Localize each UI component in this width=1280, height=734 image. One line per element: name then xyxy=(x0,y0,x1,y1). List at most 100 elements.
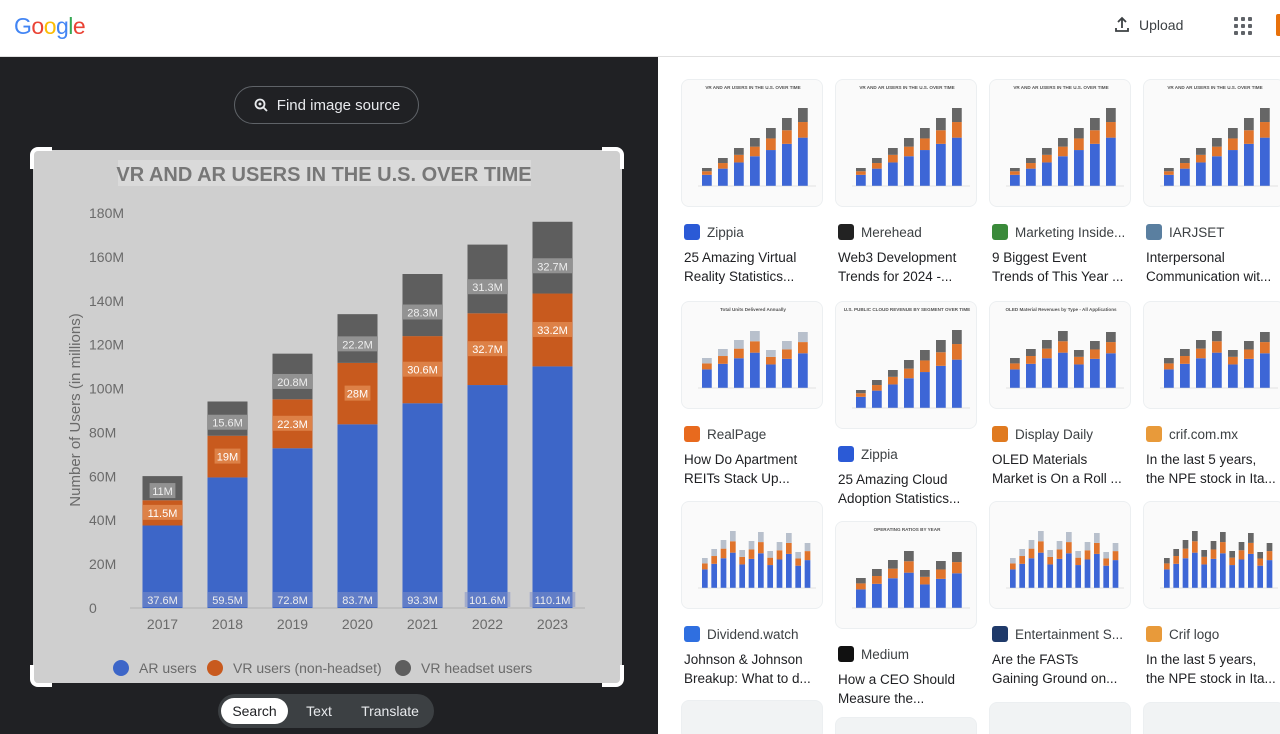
data-label-bg xyxy=(214,448,241,464)
result-source[interactable]: RealPage xyxy=(684,426,826,442)
thumbnail-chart: VR AND AR USERS IN THE U.S. OVER TIME xyxy=(990,80,1130,206)
thumbnail-chart: OLED Material Revenues by Type - All App… xyxy=(990,302,1130,408)
result-title[interactable]: 25 Amazing Cloud Adoption Statistics... xyxy=(838,472,961,506)
result-source[interactable]: Medium xyxy=(838,646,980,662)
result-thumbnail[interactable] xyxy=(681,501,823,609)
result-source-name: IARJSET xyxy=(1169,224,1225,240)
result-thumbnail[interactable] xyxy=(1143,301,1280,409)
result-thumbnail[interactable] xyxy=(989,501,1131,609)
result-source-name: Display Daily xyxy=(1015,426,1094,442)
result-card[interactable]: VR AND AR USERS IN THE U.S. OVER TIME IAR… xyxy=(1143,79,1280,302)
result-source[interactable]: Merehead xyxy=(838,224,980,240)
selected-image[interactable]: VR AND AR USERS IN THE U.S. OVER TIME 0 20… xyxy=(33,150,622,683)
google-logo[interactable]: Google xyxy=(14,13,86,40)
crop-handle-bottom-left[interactable] xyxy=(30,665,52,687)
thumbnail-chart: VR AND AR USERS IN THE U.S. OVER TIME xyxy=(1144,80,1280,206)
result-thumbnail[interactable]: Total Units Delivered Annually xyxy=(681,301,823,409)
text-mode-tab[interactable]: Text xyxy=(306,703,332,719)
find-image-source-label: Find image source xyxy=(276,96,401,114)
upload-icon xyxy=(1115,16,1129,32)
result-title[interactable]: Are the FASTs Gaining Ground on... xyxy=(992,652,1118,686)
data-label: 30.6M xyxy=(407,365,438,377)
result-thumbnail[interactable]: U.S. PUBLIC CLOUD REVENUE BY SEGMENT OVE… xyxy=(835,301,977,429)
result-source[interactable]: Entertainment S... xyxy=(992,626,1134,642)
result-card[interactable]: Crif logo In the last 5 years, the NPE st… xyxy=(1143,501,1280,704)
result-thumbnail[interactable]: VR AND AR USERS IN THE U.S. OVER TIME xyxy=(1143,79,1280,207)
y-tick-label: 120M xyxy=(89,337,124,353)
data-label-bg xyxy=(338,336,377,352)
result-card[interactable]: U.S. PUBLIC CLOUD REVENUE BY SEGMENT OVE… xyxy=(835,301,979,524)
legend-marker xyxy=(207,660,223,676)
result-thumbnail[interactable] xyxy=(989,702,1131,734)
result-thumbnail[interactable]: VR AND AR USERS IN THE U.S. OVER TIME xyxy=(989,79,1131,207)
result-source[interactable]: Zippia xyxy=(838,446,980,462)
x-tick-label: 2023 xyxy=(537,616,568,632)
result-title[interactable]: In the last 5 years, the NPE stock in It… xyxy=(1146,452,1276,486)
result-card[interactable]: Total Units Delivered Annually RealPage Ho… xyxy=(681,301,825,504)
result-source-name: crif.com.mx xyxy=(1169,426,1238,442)
result-title[interactable]: Johnson & Johnson Breakup: What to d... xyxy=(684,652,811,686)
zippia-favicon-icon xyxy=(838,446,854,462)
crop-handle-top-right[interactable] xyxy=(602,147,624,169)
x-tick-label: 2017 xyxy=(147,616,178,632)
x-tick-label: 2019 xyxy=(277,616,308,632)
data-label-bg xyxy=(273,415,312,431)
result-source[interactable]: IARJSET xyxy=(1146,224,1280,240)
data-label: 20.8M xyxy=(277,377,308,389)
result-title[interactable]: 9 Biggest Event Trends of This Year ... xyxy=(992,250,1124,284)
result-card[interactable]: VR AND AR USERS IN THE U.S. OVER TIME Mar… xyxy=(989,79,1133,302)
data-label: 72.8M xyxy=(277,595,308,607)
result-title[interactable]: How Do Apartment REITs Stack Up... xyxy=(684,452,798,486)
result-source[interactable]: Dividend.watch xyxy=(684,626,826,642)
result-thumbnail[interactable] xyxy=(835,717,977,734)
result-source[interactable]: crif.com.mx xyxy=(1146,426,1280,442)
find-image-source-button[interactable]: Find image source xyxy=(234,86,419,124)
y-tick-label: 40M xyxy=(89,512,116,528)
search-mode-tab[interactable]: Search xyxy=(221,698,288,724)
result-thumbnail[interactable]: OLED Material Revenues by Type - All App… xyxy=(989,301,1131,409)
data-label-bg xyxy=(403,304,442,320)
crop-handle-bottom-right[interactable] xyxy=(602,665,624,687)
result-title[interactable]: Web3 Development Trends for 2024 -... xyxy=(838,250,957,284)
result-source[interactable]: Display Daily xyxy=(992,426,1134,442)
apps-grid-icon[interactable] xyxy=(1234,17,1252,35)
iarjset-favicon-icon xyxy=(1146,224,1162,240)
result-source[interactable]: Marketing Inside... xyxy=(992,224,1134,240)
translate-mode-tab[interactable]: Translate xyxy=(361,703,419,719)
data-label: 110.1M xyxy=(535,595,571,607)
result-card[interactable]: OLED Material Revenues by Type - All App… xyxy=(989,301,1133,504)
upload-button[interactable]: Upload xyxy=(1113,16,1183,34)
result-source-name: Marketing Inside... xyxy=(1015,224,1126,240)
marketing-favicon-icon xyxy=(992,224,1008,240)
result-thumbnail[interactable] xyxy=(1143,501,1280,609)
result-thumbnail[interactable]: OPERATING RATIOS BY YEAR xyxy=(835,521,977,629)
result-card[interactable]: VR AND AR USERS IN THE U.S. OVER TIME Mer… xyxy=(835,79,979,302)
result-thumbnail[interactable]: VR AND AR USERS IN THE U.S. OVER TIME xyxy=(835,79,977,207)
result-title[interactable]: How a CEO Should Measure the... xyxy=(838,672,956,706)
result-card[interactable]: VR AND AR USERS IN THE U.S. OVER TIME Zip… xyxy=(681,79,825,302)
thumbnail-chart: VR AND AR USERS IN THE U.S. OVER TIME xyxy=(682,80,822,206)
crif-favicon-icon xyxy=(1146,626,1162,642)
result-card[interactable]: Entertainment S... Are the FASTs Gaining … xyxy=(989,501,1133,704)
result-source[interactable]: Zippia xyxy=(684,224,826,240)
result-title[interactable]: OLED Materials Market is On a Roll ... xyxy=(992,452,1122,486)
data-label: 11M xyxy=(152,486,173,498)
result-title[interactable]: Interpersonal Communication wit... xyxy=(1146,250,1272,284)
legend-label: VR users (non-headset) xyxy=(233,660,382,676)
data-label-bg xyxy=(208,414,247,430)
result-thumbnail[interactable] xyxy=(1143,702,1280,734)
crop-handle-top-left[interactable] xyxy=(30,147,52,169)
result-card[interactable]: crif.com.mx In the last 5 years, the NPE … xyxy=(1143,301,1280,504)
data-label: 32.7M xyxy=(472,344,503,356)
avatar[interactable] xyxy=(1276,14,1280,36)
result-title[interactable]: In the last 5 years, the NPE stock in It… xyxy=(1146,652,1276,686)
thumbnail-chart xyxy=(990,502,1130,608)
result-thumbnail[interactable]: VR AND AR USERS IN THE U.S. OVER TIME xyxy=(681,79,823,207)
result-card[interactable]: OPERATING RATIOS BY YEAR Medium How a CEO … xyxy=(835,521,979,724)
result-source[interactable]: Crif logo xyxy=(1146,626,1280,642)
result-card[interactable]: Dividend.watch Johnson & Johnson Breakup:… xyxy=(681,501,825,704)
data-label: 32.7M xyxy=(537,261,568,273)
result-title[interactable]: 25 Amazing Virtual Reality Statistics... xyxy=(684,250,797,284)
result-thumbnail[interactable] xyxy=(681,700,823,734)
data-label-bg xyxy=(338,592,377,607)
